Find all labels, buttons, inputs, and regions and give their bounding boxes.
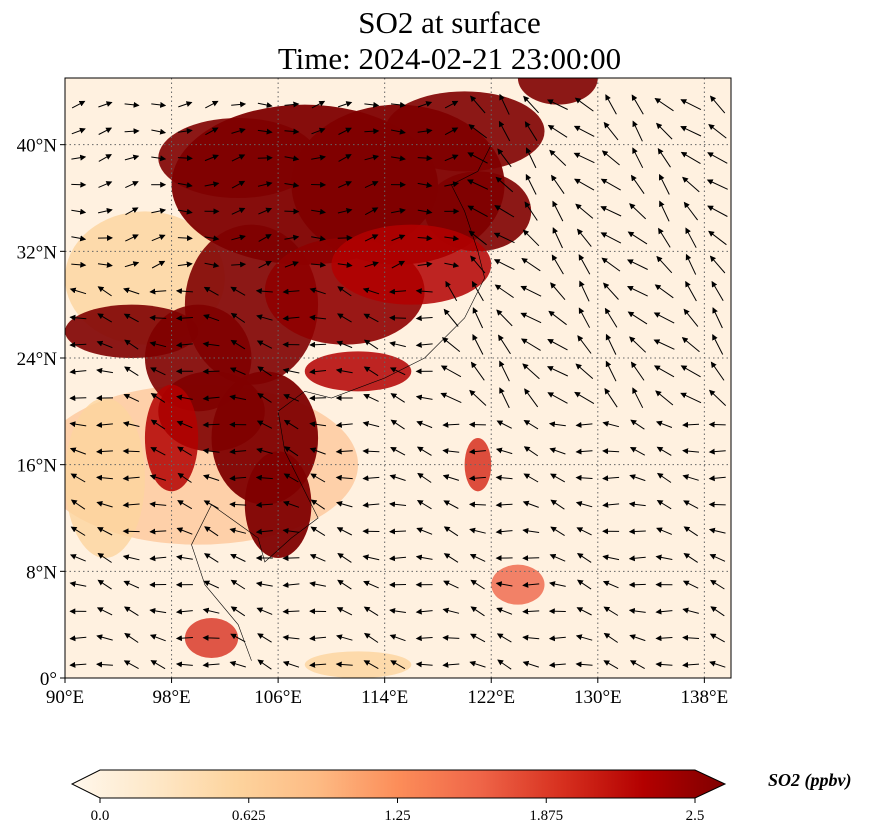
longitude-tick-label: 106°E [254, 687, 302, 708]
colorbar-title: SO2 (ppbv) [768, 770, 852, 790]
colorbar: 0.0 0.625 1.25 1.875 2.5 [70, 769, 727, 824]
colorbar-ticks: 0.0 0.625 1.25 1.875 2.5 [91, 798, 705, 824]
longitude-tick-label: 138°E [681, 687, 729, 708]
so2-concentration-field [65, 78, 598, 678]
latitude-tick-label: 24°N [17, 349, 58, 370]
latitude-tick-label: 40°N [17, 136, 58, 157]
map-frame [64, 77, 732, 679]
colorbar-gradient [70, 769, 727, 799]
colorbar-tick-label: 1.25 [384, 808, 410, 824]
longitude-tick-label: 90°E [46, 687, 84, 708]
map-plot-area [65, 78, 731, 678]
latitude-tick-label: 8°N [26, 562, 57, 583]
wind-vectors [69, 93, 728, 670]
map-title-line1: SO2 at surface [358, 5, 541, 40]
latitude-ticks: 0° 8°N 16°N 24°N 32°N 40°N [17, 136, 65, 690]
longitude-tick-label: 114°E [361, 687, 408, 708]
longitude-ticks: 90°E 98°E 106°E 114°E 122°E 130°E 138°E [46, 678, 728, 708]
map-title-line2: Time: 2024-02-21 23:00:00 [277, 41, 622, 76]
longitude-tick-label: 122°E [467, 687, 515, 708]
colorbar-tick-label: 2.5 [686, 808, 705, 824]
latitude-tick-label: 32°N [17, 242, 58, 263]
colorbar-tick-label: 1.875 [529, 808, 563, 824]
latitude-tick-label: 16°N [17, 456, 58, 477]
colorbar-tick-label: 0.625 [232, 808, 266, 824]
gridlines [65, 78, 731, 678]
latitude-tick-label: 0° [40, 669, 57, 690]
longitude-tick-label: 98°E [152, 687, 190, 708]
colorbar-tick-label: 0.0 [91, 808, 110, 824]
longitude-tick-label: 130°E [574, 687, 622, 708]
